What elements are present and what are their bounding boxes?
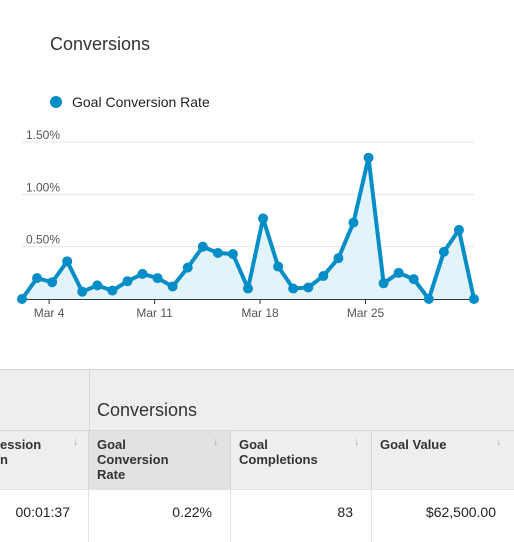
data-point[interactable] bbox=[107, 285, 118, 296]
sort-arrow-icon[interactable]: ↓ bbox=[213, 436, 219, 448]
cell-avg-session-duration: 00:01:37 bbox=[0, 490, 89, 529]
data-point[interactable] bbox=[258, 213, 269, 224]
data-point[interactable] bbox=[62, 256, 73, 267]
chart-title: Conversions bbox=[50, 34, 151, 54]
data-point[interactable] bbox=[423, 294, 434, 304]
x-tick-label: Mar 11 bbox=[136, 306, 173, 320]
data-point[interactable] bbox=[378, 278, 389, 289]
sort-arrow-icon[interactable]: ↓ bbox=[354, 436, 360, 448]
table-row[interactable]: 00:01:37 0.22% 83 $62,500.00 bbox=[0, 489, 514, 530]
data-point[interactable] bbox=[92, 280, 103, 291]
data-point[interactable] bbox=[182, 262, 193, 273]
partial-cell bbox=[0, 528, 89, 542]
column-header-avg-session-duration[interactable]: ession n ↓ bbox=[0, 431, 89, 490]
column-header-label: Goal Conversion Rate bbox=[97, 437, 169, 482]
conversion-rate-chart[interactable]: 0.50% 1.00% 1.50% Mar 4 Mar 11 Mar 18 Mar 25 bbox=[0, 120, 514, 330]
data-point[interactable] bbox=[32, 273, 43, 284]
data-point[interactable] bbox=[212, 247, 223, 258]
legend-label: Goal Conversion Rate bbox=[72, 94, 210, 110]
data-point[interactable] bbox=[318, 270, 329, 281]
data-point[interactable] bbox=[152, 273, 163, 284]
data-point[interactable] bbox=[47, 277, 58, 288]
cell-goal-value: $62,500.00 bbox=[425, 504, 496, 520]
table-group-header-row: Conversions bbox=[0, 370, 514, 430]
conversions-group-label: Conversions bbox=[97, 400, 198, 420]
data-point[interactable] bbox=[137, 268, 148, 279]
data-point[interactable] bbox=[122, 276, 133, 287]
legend-dot-icon bbox=[50, 96, 62, 108]
data-point[interactable] bbox=[393, 267, 404, 278]
conversions-table: Conversions ession n ↓ Goal Conversion R… bbox=[0, 369, 514, 542]
series-line bbox=[20, 155, 476, 301]
column-header-label: Goal Value bbox=[380, 437, 447, 452]
data-point[interactable] bbox=[333, 253, 344, 264]
y-tick-label: 1.00% bbox=[26, 180, 60, 194]
column-header-label: ession n bbox=[0, 437, 42, 467]
partial-cell bbox=[231, 528, 372, 542]
data-point[interactable] bbox=[77, 286, 88, 297]
data-point[interactable] bbox=[348, 217, 359, 228]
column-header-goal-conversion-rate[interactable]: Goal Conversion Rate ↓ bbox=[89, 431, 231, 490]
data-point[interactable] bbox=[197, 241, 208, 252]
data-point[interactable] bbox=[303, 282, 314, 293]
partial-cell bbox=[89, 528, 231, 542]
data-point[interactable] bbox=[469, 294, 479, 304]
data-point[interactable] bbox=[167, 281, 178, 292]
data-point[interactable] bbox=[408, 274, 419, 285]
data-point[interactable] bbox=[438, 246, 449, 257]
cell-goal-conversion-rate: 0.22% bbox=[89, 490, 231, 529]
x-tick-label: Mar 4 bbox=[34, 306, 65, 320]
data-point[interactable] bbox=[243, 283, 253, 294]
x-tick-label: Mar 18 bbox=[241, 306, 279, 320]
data-point[interactable] bbox=[363, 152, 374, 163]
data-point[interactable] bbox=[227, 248, 238, 259]
column-header-goal-value[interactable]: Goal Value ↓ bbox=[372, 431, 514, 490]
group-header-spacer bbox=[0, 370, 90, 430]
table-next-row-partial bbox=[0, 528, 514, 542]
data-point[interactable] bbox=[273, 261, 284, 272]
x-tick-label: Mar 25 bbox=[347, 306, 385, 320]
column-header-goal-completions[interactable]: Goal Completions ↓ bbox=[231, 431, 372, 490]
y-tick-label: 0.50% bbox=[26, 233, 60, 247]
sort-arrow-icon[interactable]: ↓ bbox=[496, 436, 502, 448]
y-tick-label: 1.50% bbox=[26, 128, 60, 142]
data-point[interactable] bbox=[453, 224, 464, 235]
chart-legend[interactable]: Goal Conversion Rate bbox=[50, 94, 210, 110]
data-point[interactable] bbox=[17, 294, 27, 304]
table-header-row: ession n ↓ Goal Conversion Rate ↓ Goal C… bbox=[0, 430, 514, 490]
sort-arrow-icon[interactable]: ↓ bbox=[73, 436, 79, 448]
data-point[interactable] bbox=[288, 283, 299, 294]
column-header-label: Goal Completions bbox=[239, 437, 318, 467]
cell-goal-completions: 83 bbox=[231, 490, 372, 529]
